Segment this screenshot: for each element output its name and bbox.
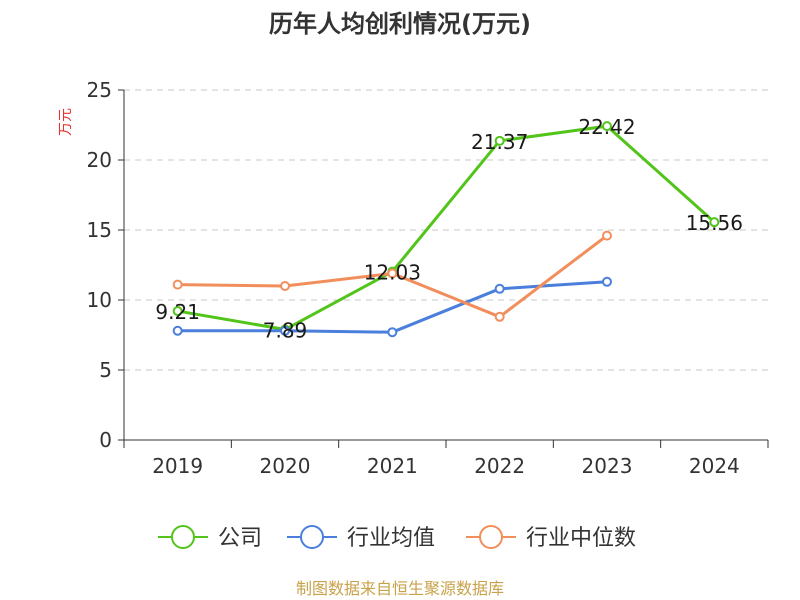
y-tick-label: 20 xyxy=(87,148,112,172)
data-point xyxy=(494,283,505,294)
data-label: 9.21 xyxy=(155,300,200,324)
y-tick-label: 0 xyxy=(99,428,112,452)
y-tick-label: 10 xyxy=(87,288,112,312)
legend-label: 行业中位数 xyxy=(526,526,636,551)
data-point xyxy=(709,217,720,228)
legend-label: 行业均值 xyxy=(347,526,435,551)
data-label: 22.42 xyxy=(578,115,635,139)
data-point xyxy=(172,306,183,317)
data-point xyxy=(602,276,612,287)
data-point xyxy=(387,268,398,279)
x-tick-label: 2023 xyxy=(582,454,633,478)
data-label: 12.03 xyxy=(364,261,421,285)
data-point xyxy=(602,230,612,241)
source-note: 制图数据来自恒生聚源数据库 xyxy=(296,579,504,598)
data-point xyxy=(494,311,505,322)
x-tick-label: 2019 xyxy=(152,454,203,478)
x-tick-label: 2024 xyxy=(689,454,740,478)
x-tick-label: 2020 xyxy=(260,454,311,478)
axis-layer: 0 5 10 15 20 25 2019 2020 2021 2022 2023 2024 xyxy=(87,78,769,478)
legend-label: 公司 xyxy=(218,526,262,551)
x-tick-label: 2021 xyxy=(367,454,418,478)
y-tick-label: 15 xyxy=(87,218,112,242)
legend: 公司 行业均值 行业中位数 xyxy=(158,525,636,551)
data-label: 7.89 xyxy=(263,319,308,343)
series-layer xyxy=(172,121,720,338)
y-tick-label: 25 xyxy=(87,78,112,102)
data-label: 15.56 xyxy=(686,211,743,235)
data-point xyxy=(280,281,290,291)
y-tick-label: 5 xyxy=(99,358,112,382)
data-point xyxy=(387,327,398,338)
x-tick-label: 2022 xyxy=(474,454,525,478)
y-axis-label: 万元 xyxy=(58,108,74,136)
legend-swatch-marker xyxy=(479,525,503,549)
data-point xyxy=(280,325,290,336)
legend-swatch-marker xyxy=(300,525,324,549)
series-line-0 xyxy=(177,124,716,332)
data-point xyxy=(172,279,183,290)
chart-title: 历年人均创利情况(万元) xyxy=(269,10,531,38)
data-point xyxy=(602,121,612,132)
data-point xyxy=(494,135,505,146)
grid-layer xyxy=(124,89,768,371)
legend-swatch-marker xyxy=(171,525,195,549)
data-point xyxy=(172,325,183,336)
series-line-1 xyxy=(177,280,608,334)
data-label: 21.37 xyxy=(471,130,528,154)
data-label-layer: 9.21 7.89 12.03 21.37 22.42 15.56 xyxy=(155,115,743,342)
